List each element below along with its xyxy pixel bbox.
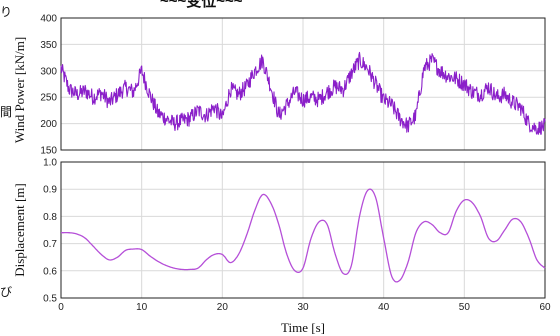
y-tick-label: 0.7 (43, 239, 57, 250)
x-tick-label: 50 (459, 302, 471, 313)
y-tick-label: 200 (40, 119, 57, 130)
x-tick-label: 10 (136, 302, 148, 313)
x-tick-label: 60 (539, 302, 551, 313)
x-axis-label: Time [s] (281, 320, 325, 335)
y-tick-label: 0.5 (43, 294, 57, 305)
y-tick-label: 300 (40, 66, 57, 77)
y-tick-label: 0.6 (43, 266, 57, 277)
y-tick-label: 1.0 (43, 158, 57, 169)
x-tick-label: 30 (297, 302, 309, 313)
plot-frame (60, 17, 546, 151)
y-tick-label: 250 (40, 93, 57, 104)
x-tick-label: 20 (217, 302, 229, 313)
left-edge-char-3: び (0, 285, 12, 299)
series-line (60, 188, 546, 283)
y-tick-label: 400 (40, 14, 57, 25)
y-tick-label: 0.8 (43, 212, 57, 223)
plot-frame (60, 161, 546, 299)
y-tick-label: 150 (40, 146, 57, 157)
top-y-axis-label: Wind Power [kN/m] (12, 37, 27, 143)
y-tick-label: 0.9 (43, 185, 57, 196)
displacement-panel: 0.5 0.6 0.7 0.8 0.9 1.0 0 10 20 30 40 50 60 (43, 158, 551, 314)
wind-power-panel: 150 200 250 300 350 400 (40, 14, 546, 157)
y-tick-label: 350 (40, 40, 57, 51)
x-tick-label: 0 (58, 302, 64, 313)
cropped-caption: ~~~变位~~~ (160, 0, 243, 10)
left-edge-char-2: 間 (0, 105, 12, 119)
left-edge-char-1: り (0, 5, 12, 19)
series-line (60, 51, 546, 135)
x-tick-label: 40 (378, 302, 390, 313)
bottom-y-axis-label: Displacement [m] (12, 183, 27, 277)
